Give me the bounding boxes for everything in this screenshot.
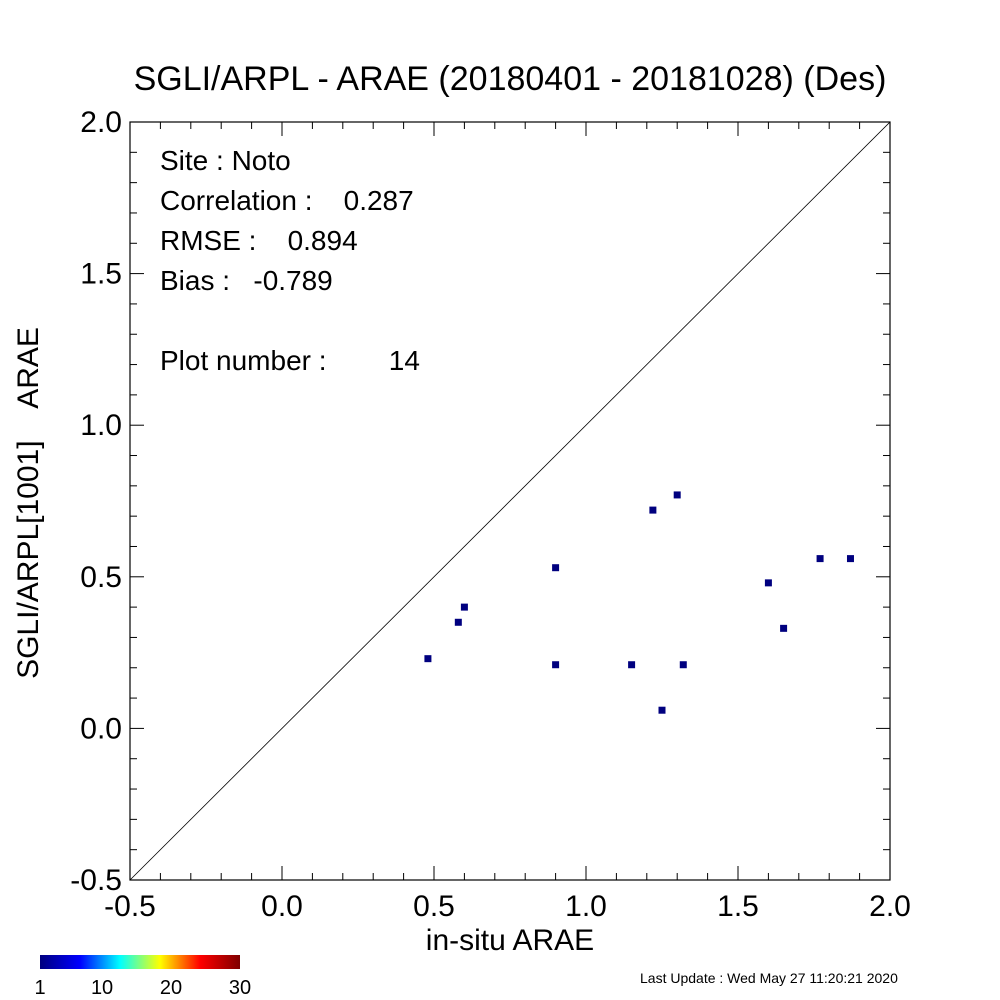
y-tick-label: 1.5 [80, 258, 122, 291]
x-tick-label: 1.5 [717, 890, 759, 923]
chart-title: SGLI/ARPL - ARAE (20180401 - 20181028) (… [134, 60, 887, 98]
colorbar: 1 10 20 30 [34, 955, 251, 999]
stat-plot-number: Plot number : 14 [160, 345, 420, 376]
colorbar-tick-label: 1 [34, 977, 45, 999]
x-tick-label: 0.5 [413, 890, 455, 923]
x-tick-label: 1.0 [565, 890, 607, 923]
last-update-text: Last Update : Wed May 27 11:20:21 2020 [640, 970, 898, 986]
colorbar-tick-label: 20 [160, 977, 182, 999]
data-point [424, 655, 432, 663]
data-point [628, 661, 636, 669]
data-point [846, 555, 854, 563]
y-tick-label: 1.0 [80, 409, 122, 442]
data-point [552, 564, 560, 572]
x-axis-label: in-situ ARAE [426, 924, 594, 957]
data-point [673, 491, 681, 499]
y-tick-label: 2.0 [80, 106, 122, 139]
stat-bias: Bias : -0.789 [160, 265, 333, 296]
data-point [780, 624, 788, 632]
y-tick-label: 0.5 [80, 561, 122, 594]
stat-site: Site : Noto [160, 145, 291, 176]
data-point [658, 706, 666, 714]
colorbar-tick-label: 30 [229, 977, 251, 999]
y-axis-label: SGLI/ARPL[1001] ARAE [12, 327, 45, 679]
x-tick-label: 2.0 [869, 890, 911, 923]
x-tick-label: 0.0 [261, 890, 303, 923]
reference-line-1to1 [129, 121, 891, 881]
data-point [649, 506, 657, 514]
plot-frame [129, 121, 891, 881]
y-tick-label: 0.0 [80, 712, 122, 745]
data-point [816, 555, 824, 563]
x-tick-label: -0.5 [104, 890, 156, 923]
y-tick-label: -0.5 [70, 864, 122, 897]
data-point [460, 603, 468, 611]
plot-area: -0.5 0.0 0.5 1.0 1.5 2.0 -0.5 0.0 0.5 1.0 1.5 2.0 [70, 106, 911, 923]
data-point [454, 618, 462, 626]
colorbar-labels: 1 10 20 30 [34, 977, 251, 999]
colorbar-tick-label: 10 [91, 977, 113, 999]
stat-correlation: Correlation : 0.287 [160, 185, 414, 216]
data-point [764, 579, 772, 587]
stats-box: Site : Noto Correlation : 0.287 RMSE : 0… [160, 145, 420, 376]
data-point [679, 661, 687, 669]
colorbar-gradient [40, 955, 240, 969]
data-point [552, 661, 560, 669]
stat-rmse: RMSE : 0.894 [160, 225, 358, 256]
